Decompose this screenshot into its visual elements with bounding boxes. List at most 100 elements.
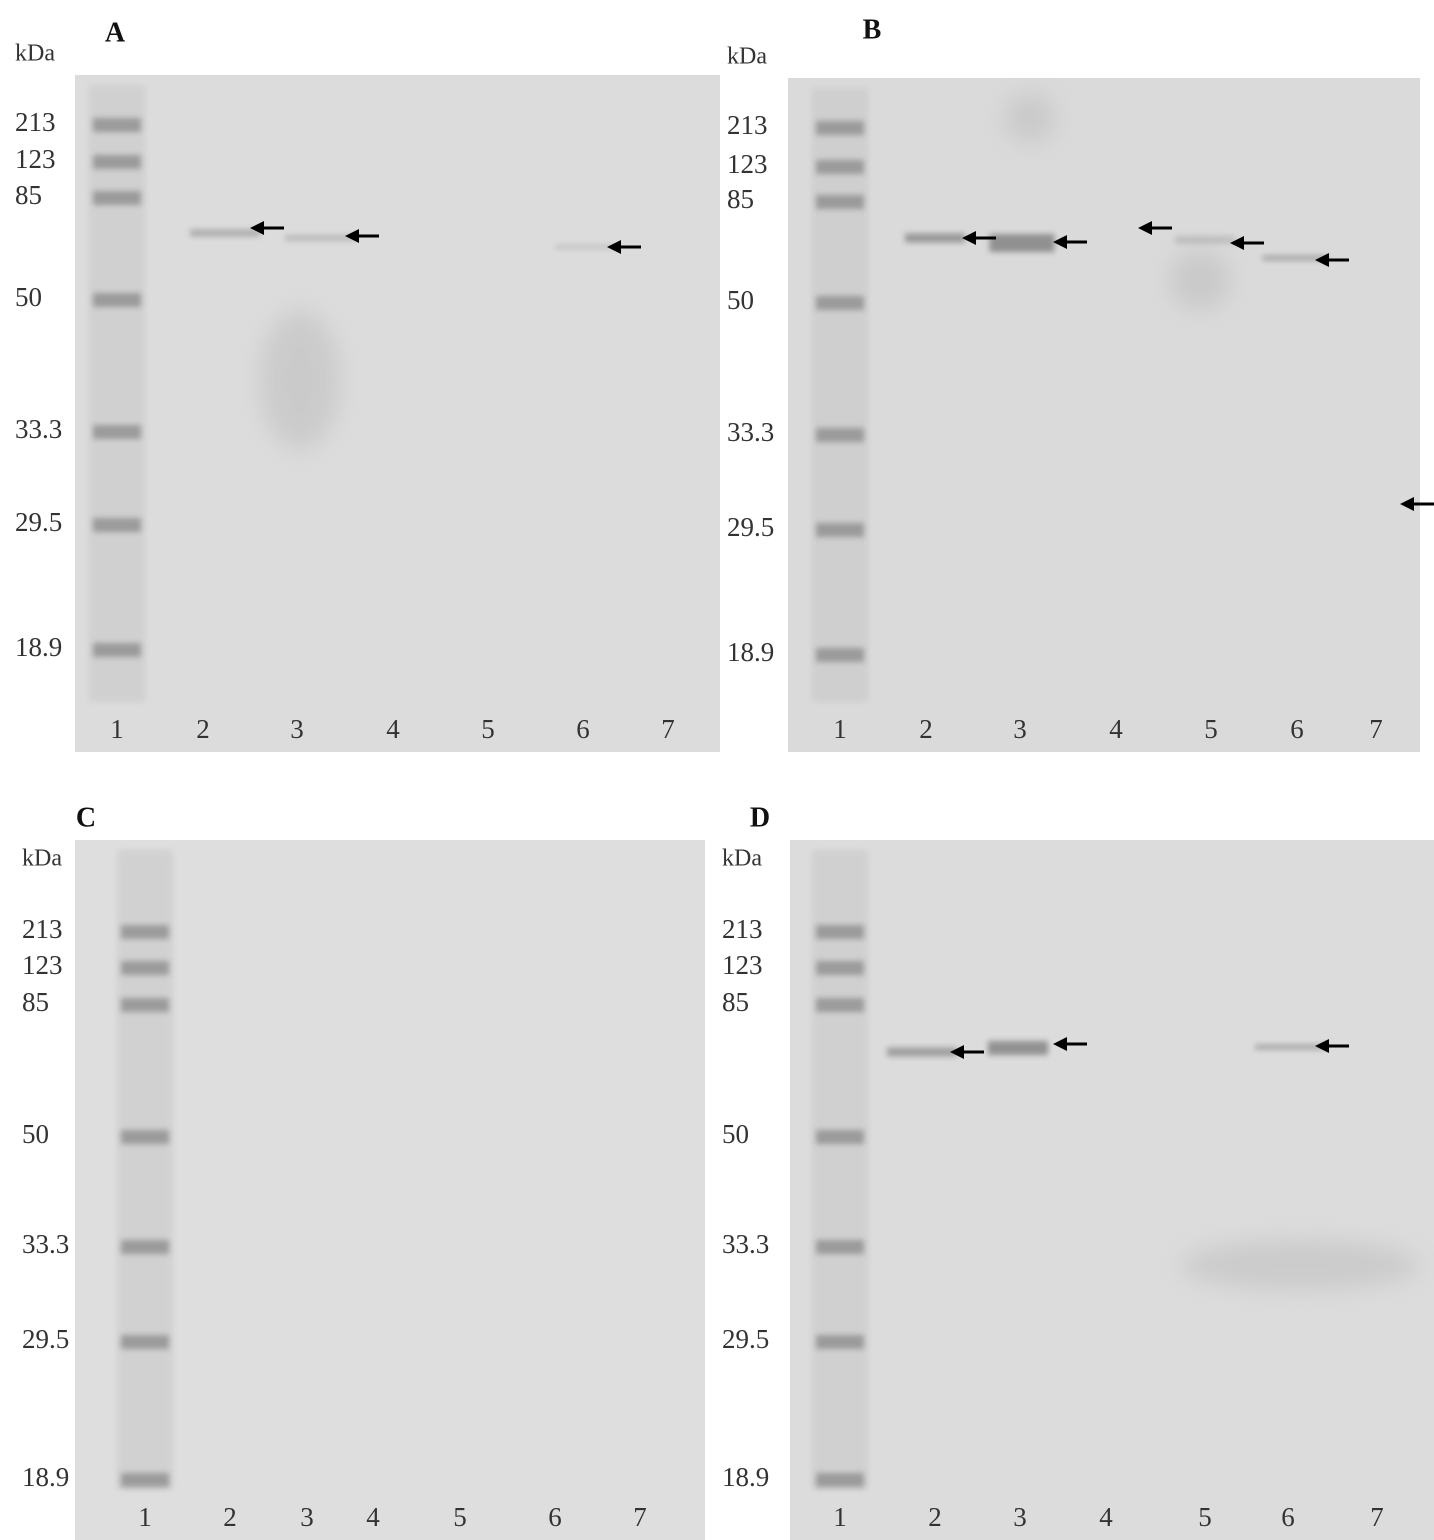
lane-label: 3 — [1013, 714, 1027, 744]
ladder-band — [93, 518, 141, 532]
marker-label: 213 — [22, 914, 63, 944]
lane-label: 7 — [661, 714, 675, 744]
arrow-head — [607, 240, 621, 254]
arrow-head — [1315, 253, 1329, 267]
ladder-band — [121, 1130, 169, 1144]
lane-label: 3 — [290, 714, 304, 744]
marker-label: 29.5 — [22, 1324, 69, 1354]
unit-label: kDa — [22, 846, 62, 872]
protein-band — [1175, 236, 1235, 244]
ladder-band — [93, 118, 141, 132]
ladder-band — [121, 1473, 169, 1487]
ladder-band — [93, 191, 141, 205]
gel — [788, 78, 1420, 752]
lane-label: 7 — [1370, 1502, 1384, 1532]
unit-label: kDa — [727, 44, 767, 70]
protein-band — [1255, 1044, 1325, 1050]
smear — [260, 310, 340, 450]
lane-label: 7 — [633, 1502, 647, 1532]
marker-label: 50 — [22, 1119, 49, 1149]
ladder-band — [816, 998, 864, 1012]
protein-band — [887, 1047, 957, 1057]
protein-band — [555, 245, 615, 249]
marker-label: 85 — [15, 180, 42, 210]
marker-label: 123 — [22, 950, 63, 980]
lane-label: 4 — [1109, 714, 1123, 744]
gel — [75, 840, 705, 1540]
panel-label: D — [750, 802, 770, 833]
protein-band — [190, 229, 260, 237]
ladder-band — [93, 643, 141, 657]
marker-label: 18.9 — [15, 632, 62, 662]
ladder-band — [816, 428, 864, 442]
ladder-band — [816, 523, 864, 537]
ladder-lane — [812, 88, 868, 702]
marker-label: 123 — [722, 950, 763, 980]
arrow-head — [1400, 497, 1414, 511]
marker-label: 50 — [15, 282, 42, 312]
lane-label: 2 — [223, 1502, 237, 1532]
marker-label: 50 — [727, 285, 754, 315]
panel-label: C — [76, 802, 96, 833]
ladder-band — [816, 1335, 864, 1349]
ladder-band — [93, 155, 141, 169]
marker-label: 213 — [727, 110, 768, 140]
ladder-band — [121, 998, 169, 1012]
ladder-band — [121, 1335, 169, 1349]
ladder-lane — [812, 850, 868, 1490]
arrow-head — [962, 231, 976, 245]
marker-label: 213 — [15, 107, 56, 137]
ladder-band — [816, 1130, 864, 1144]
lane-label: 2 — [196, 714, 210, 744]
marker-label: 50 — [722, 1119, 749, 1149]
lane-label: 5 — [1198, 1502, 1212, 1532]
lane-label: 3 — [1013, 1502, 1027, 1532]
ladder-band — [816, 121, 864, 135]
unit-label: kDa — [15, 41, 55, 67]
panel-label: A — [105, 17, 126, 48]
marker-label: 33.3 — [722, 1229, 769, 1259]
gel — [790, 840, 1434, 1540]
arrow-head — [250, 221, 264, 235]
ladder-band — [816, 296, 864, 310]
lane-label: 5 — [481, 714, 495, 744]
marker-label: 18.9 — [727, 637, 774, 667]
gel — [75, 75, 720, 752]
arrow-head — [1138, 221, 1152, 235]
ladder-band — [816, 1240, 864, 1254]
lane-label: 1 — [110, 714, 124, 744]
lane-label: 3 — [300, 1502, 314, 1532]
ladder-band — [93, 293, 141, 307]
marker-label: 18.9 — [722, 1462, 769, 1492]
ladder-band — [121, 1240, 169, 1254]
arrow-head — [950, 1045, 964, 1059]
lane-label: 6 — [576, 714, 590, 744]
marker-label: 85 — [727, 184, 754, 214]
protein-band — [285, 235, 355, 241]
marker-label: 213 — [722, 914, 763, 944]
lane-label: 4 — [366, 1502, 380, 1532]
lane-label: 6 — [1281, 1502, 1295, 1532]
ladder-lane — [89, 85, 145, 702]
protein-band — [989, 234, 1055, 252]
protein-band — [1262, 255, 1328, 261]
marker-label: 85 — [22, 987, 49, 1017]
lane-label: 5 — [1204, 714, 1218, 744]
ladder-lane — [117, 850, 173, 1490]
protein-band — [905, 233, 965, 243]
arrow-head — [1315, 1039, 1329, 1053]
ladder-band — [816, 961, 864, 975]
ladder-band — [816, 925, 864, 939]
lane-label: 5 — [453, 1502, 467, 1532]
ladder-band — [816, 160, 864, 174]
lane-label: 7 — [1369, 714, 1383, 744]
lane-label: 1 — [833, 1502, 847, 1532]
marker-label: 29.5 — [722, 1324, 769, 1354]
smear — [1180, 1240, 1420, 1290]
arrow-head — [1053, 235, 1067, 249]
